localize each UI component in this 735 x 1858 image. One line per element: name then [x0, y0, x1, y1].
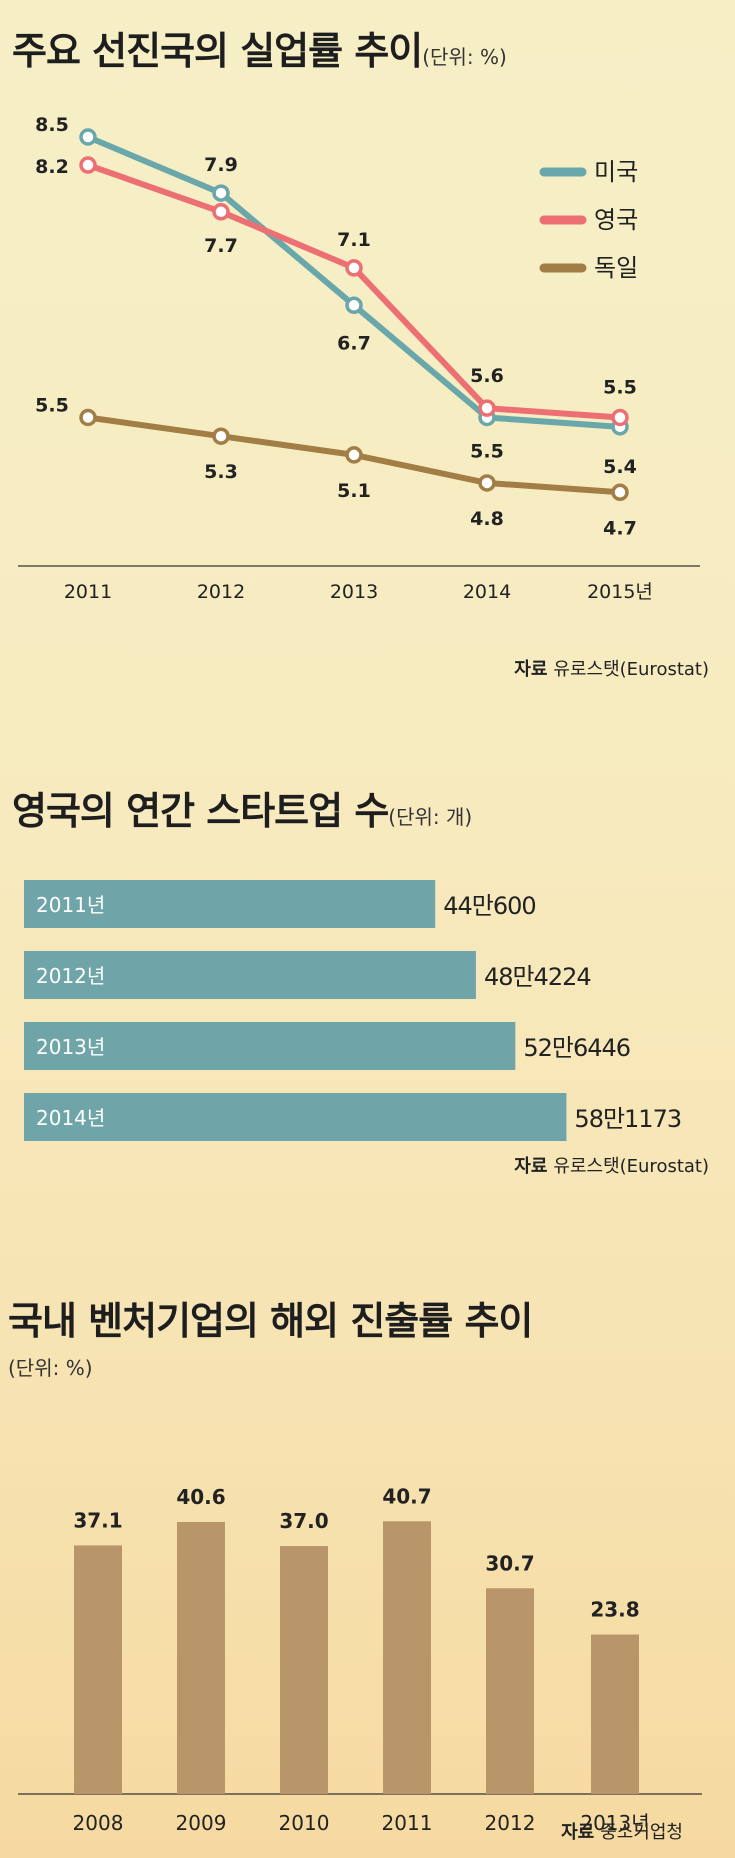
x-tick-label: 2008 — [73, 1811, 124, 1835]
bar — [177, 1521, 225, 1794]
data-label: 4.7 — [603, 517, 637, 539]
data-point — [212, 184, 230, 202]
data-label: 5.5 — [470, 441, 504, 463]
legend-label: 독일 — [594, 254, 638, 282]
bar-category-label: 2014년 — [36, 1106, 105, 1130]
bar — [591, 1634, 639, 1794]
data-label: 8.2 — [35, 156, 69, 178]
x-tick-label: 2010 — [279, 1811, 330, 1835]
hbar-chart-source: 자료 유로스탯(Eurostat) — [514, 1156, 709, 1177]
venture-section: 국내 벤처기업의 해외 진출률 추이 (단위: %) 37.1 2008 40.6 2… — [0, 1270, 735, 1858]
vbar-chart-title: 국내 벤처기업의 해외 진출률 추이 — [8, 1299, 533, 1343]
unemployment-line-chart: 2011 2012 2013 2014 2015년 5.5 5.3 5.1 4.8 4.7 8.5 7… — [18, 114, 700, 603]
data-label: 5.5 — [603, 377, 637, 399]
data-label: 7.9 — [204, 154, 238, 176]
x-tick-label: 2013년 — [580, 1811, 649, 1835]
data-point — [345, 259, 363, 277]
x-tick-label: 2014 — [463, 581, 511, 603]
bar-value-label: 52만6446 — [523, 1034, 630, 1062]
bar-value-label: 30.7 — [485, 1551, 534, 1575]
data-point — [478, 474, 496, 492]
data-point — [212, 427, 230, 445]
x-tick-label: 2012 — [485, 1811, 536, 1835]
data-label: 5.6 — [470, 365, 504, 387]
line-chart-unit: (단위: %) — [422, 45, 507, 69]
data-point — [611, 408, 629, 427]
legend-label: 미국 — [594, 158, 638, 186]
x-tick-label: 2015년 — [587, 581, 653, 603]
bar-value-label: 58만1173 — [574, 1105, 681, 1133]
hbar-chart-unit: (단위: 개) — [388, 805, 473, 829]
line-chart-title: 주요 선진국의 실업률 추이(단위: %) — [12, 29, 507, 73]
bar — [24, 951, 476, 999]
data-point — [79, 156, 97, 174]
x-tick-label: 2009 — [176, 1811, 227, 1835]
data-point — [79, 128, 97, 146]
bar-value-label: 23.8 — [590, 1598, 639, 1622]
bar — [280, 1546, 328, 1794]
bar-value-label: 37.1 — [73, 1508, 122, 1532]
vbar-chart-source: 자료 중소기업청 — [561, 1822, 683, 1843]
data-label: 5.5 — [35, 395, 69, 417]
bar — [24, 880, 436, 928]
vbar-chart-unit: (단위: %) — [8, 1356, 93, 1380]
data-label: 5.3 — [204, 461, 238, 483]
startup-section: 영국의 연간 스타트업 수(단위: 개) 2011년 44만600 2012년 48만… — [0, 760, 735, 1200]
bar — [24, 1093, 567, 1141]
hbar-chart-title: 영국의 연간 스타트업 수(단위: 개) — [12, 789, 473, 833]
data-label: 5.4 — [603, 456, 637, 478]
bar — [383, 1521, 431, 1794]
bar — [74, 1545, 122, 1794]
data-label: 8.5 — [35, 114, 69, 136]
x-tick-label: 2011 — [64, 581, 112, 603]
data-point — [345, 296, 363, 315]
data-point — [478, 399, 496, 417]
bar-category-label: 2011년 — [36, 893, 105, 917]
bar-value-label: 37.0 — [279, 1509, 328, 1533]
bar-category-label: 2012년 — [36, 964, 105, 988]
line-chart-source: 자료 유로스탯(Eurostat) — [514, 659, 709, 680]
series-line-0 — [86, 134, 621, 430]
bar-value-label: 40.6 — [176, 1485, 225, 1509]
data-label: 7.1 — [337, 229, 371, 251]
legend-label: 영국 — [594, 206, 638, 234]
venture-bar-chart: 37.1 2008 40.6 2009 37.0 2010 40.7 2011 30.7 2012… — [18, 1484, 702, 1835]
data-point — [345, 446, 363, 464]
data-point — [611, 483, 629, 502]
data-point — [212, 203, 230, 221]
data-point — [79, 408, 97, 427]
x-tick-label: 2012 — [197, 581, 245, 603]
data-label: 4.8 — [470, 508, 504, 530]
data-label: 6.7 — [337, 332, 371, 354]
bar — [24, 1022, 516, 1070]
bar — [486, 1588, 534, 1794]
startup-bar-chart: 2011년 44만600 2012년 48만4224 2013년 52만6446 2014년… — [24, 880, 682, 1141]
unemployment-section: 주요 선진국의 실업률 추이(단위: %) 2011 2012 2013 2014 20… — [0, 0, 735, 700]
x-tick-label: 2011 — [382, 1811, 433, 1835]
bar-value-label: 40.7 — [382, 1484, 431, 1508]
bar-value-label: 48만4224 — [484, 963, 591, 991]
bar-category-label: 2013년 — [36, 1035, 105, 1059]
bar-value-label: 44만600 — [443, 892, 535, 920]
series-line-1 — [87, 162, 621, 421]
x-tick-label: 2013 — [330, 581, 378, 603]
data-label: 5.1 — [337, 480, 371, 502]
data-label: 7.7 — [204, 235, 238, 257]
